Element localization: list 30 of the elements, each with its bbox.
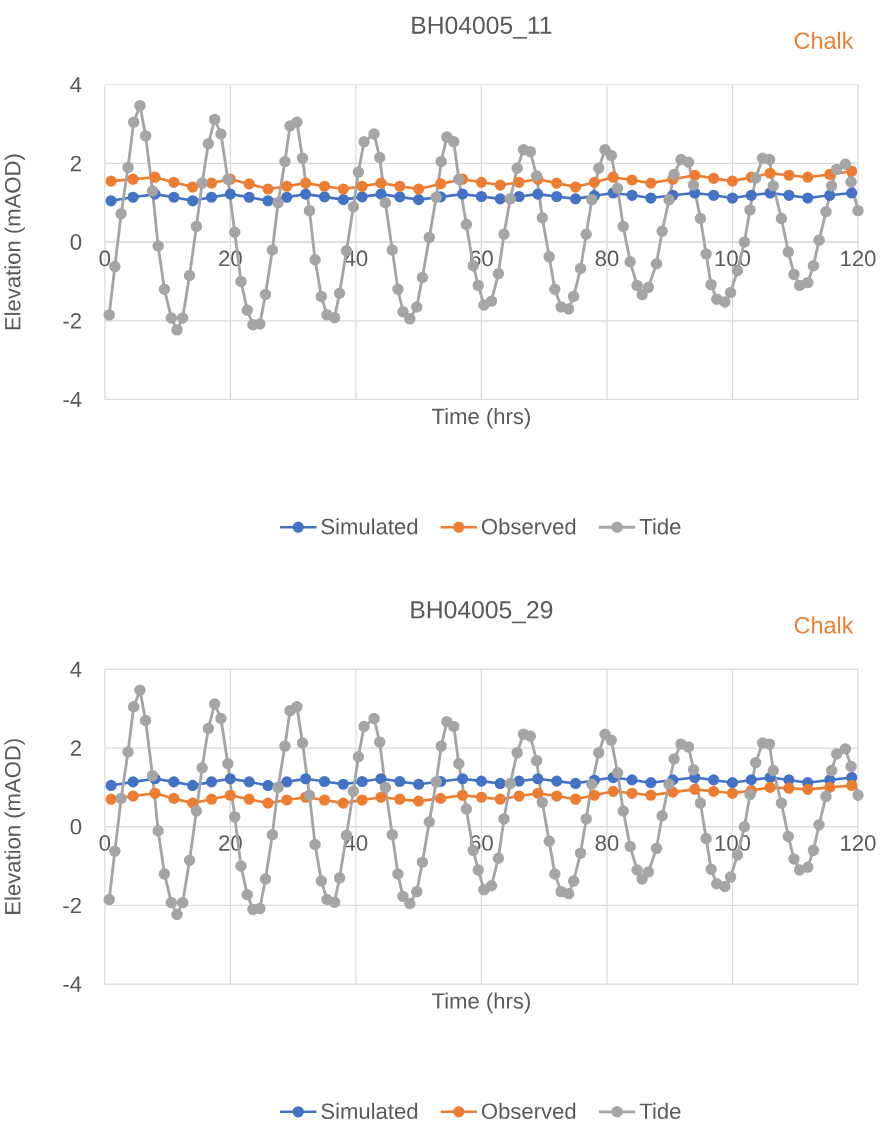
y-tick-label: 4 xyxy=(70,661,82,677)
y-tick-label: 4 xyxy=(70,77,82,93)
legend-label: Tide xyxy=(639,1102,681,1120)
legend-label: Tide xyxy=(639,518,681,535)
legend-label: Simulated xyxy=(321,518,417,535)
x-tick-label: 80 xyxy=(595,250,619,267)
y-tick-label: 0 xyxy=(70,818,82,835)
text: Chalk xyxy=(794,31,854,49)
y-tick-label: -2 xyxy=(63,313,81,329)
x-tick-label: 0 xyxy=(99,250,110,267)
legend-label: Observed xyxy=(481,1102,576,1120)
y-tick-label: 2 xyxy=(70,740,81,756)
y-tick-label: -4 xyxy=(63,391,82,408)
y-tick-label: -2 xyxy=(63,897,81,914)
y-axis-title: Elevation (mAOD) xyxy=(4,739,25,914)
x-tick-label: 0 xyxy=(99,835,110,851)
x-axis-title: Time (hrs) xyxy=(431,992,530,1014)
y-tick-label: -4 xyxy=(63,976,82,992)
x-axis-title: Time (hrs) xyxy=(431,407,530,429)
x-tick-label: 120 xyxy=(841,250,876,267)
x-tick-label: 80 xyxy=(595,835,619,851)
legend-label: Observed xyxy=(481,518,576,535)
y-tick-label: 0 xyxy=(70,234,82,250)
legend-label: Simulated xyxy=(321,1102,417,1120)
y-axis-title: Elevation (mAOD) xyxy=(4,154,25,330)
x-tick-label: 120 xyxy=(841,835,876,851)
y-tick-label: 2 xyxy=(70,155,81,172)
text: Chalk xyxy=(794,616,854,634)
chart-title: BH04005_29 xyxy=(411,601,553,624)
chart-title: BH04005_11 xyxy=(412,16,552,39)
